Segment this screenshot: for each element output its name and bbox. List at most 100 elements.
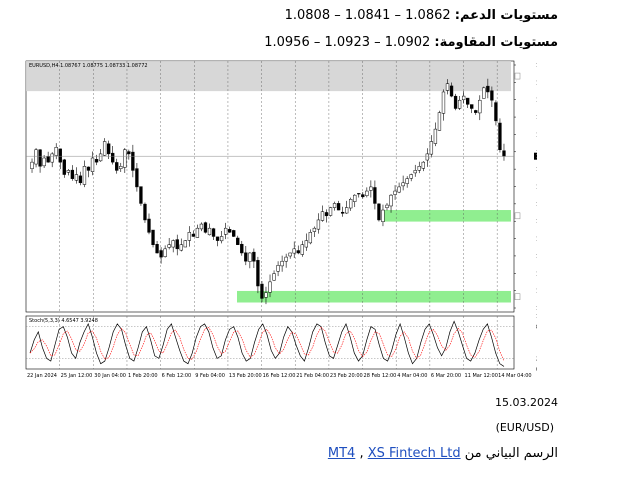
candle	[377, 203, 381, 222]
candle-body	[336, 203, 341, 211]
candle-body	[470, 104, 474, 109]
candle-body	[405, 178, 409, 184]
candle-body	[203, 222, 208, 233]
candle	[381, 204, 385, 227]
candle-body	[361, 194, 365, 198]
candle-body	[219, 236, 224, 242]
candle-body	[365, 190, 369, 196]
candle	[272, 270, 276, 281]
candle-body	[482, 87, 486, 99]
zone-marker-2	[514, 293, 521, 300]
candle	[159, 247, 163, 264]
candle	[74, 167, 79, 184]
candle	[115, 158, 119, 174]
x-tick-label: 9 Feb 04:00	[195, 373, 225, 379]
candle-body	[256, 260, 260, 287]
candle-body	[94, 159, 99, 163]
candle-body	[429, 141, 434, 155]
candle	[34, 147, 38, 168]
y-tick-label: 1.07320	[536, 271, 537, 277]
stoch-pane-frame	[25, 315, 515, 370]
candle-body	[98, 153, 103, 162]
candle	[119, 162, 123, 172]
currency-pair: (EUR/USD)	[495, 421, 554, 434]
candle-body	[102, 141, 107, 156]
candle-body	[147, 218, 151, 233]
candle-body	[397, 186, 401, 193]
zone-marker-1	[514, 212, 521, 220]
candle-body	[461, 95, 466, 101]
candle	[223, 222, 228, 240]
candle-body	[316, 219, 321, 230]
current-price-box	[534, 152, 537, 160]
price-pane-frame	[25, 60, 515, 313]
candle	[183, 239, 187, 248]
candle-body	[252, 251, 256, 262]
x-tick-label: 6 Mar 20:00	[431, 373, 461, 379]
candle	[369, 180, 373, 198]
stoch-y-tick-label: 80	[536, 325, 537, 331]
mt4-link[interactable]: MT4	[327, 446, 356, 461]
candle	[457, 95, 462, 110]
candle-body	[449, 85, 454, 97]
candle-body	[466, 97, 470, 105]
candle	[86, 166, 91, 178]
x-tick-label: 14 Mar 04:00	[498, 373, 531, 379]
candle	[215, 236, 220, 247]
candle-body	[308, 232, 313, 244]
candle	[191, 230, 196, 237]
candle-body	[195, 227, 200, 238]
candle	[433, 122, 438, 147]
candle	[357, 193, 361, 198]
candle	[296, 245, 300, 255]
candle	[260, 280, 264, 303]
candle-body	[199, 223, 204, 230]
candle	[219, 230, 224, 244]
candle	[300, 240, 304, 257]
candle-body	[187, 232, 192, 241]
candle-body	[474, 110, 478, 113]
candle-body	[106, 143, 111, 155]
candle-body	[70, 169, 75, 179]
xs-fintech-link[interactable]: XS Fintech Ltd	[367, 446, 461, 461]
candle	[50, 152, 54, 168]
candle	[494, 100, 498, 126]
candle-body	[66, 170, 70, 173]
y-tick-label: 1.08185	[536, 202, 537, 208]
candle	[187, 226, 192, 247]
x-tick-label: 11 Mar 12:00	[465, 373, 498, 379]
candle	[175, 234, 179, 256]
candle	[445, 79, 450, 95]
y-tick-label: 1.07750	[536, 237, 537, 243]
candle-body	[272, 273, 276, 281]
candle	[413, 164, 417, 177]
candle	[30, 158, 34, 173]
candle-body	[236, 237, 240, 245]
candle	[280, 255, 284, 272]
resistance-values: 1.0902 – 1.0923 – 1.0956	[264, 35, 431, 50]
candle-body	[486, 85, 490, 93]
candle-body	[478, 99, 482, 114]
candle	[336, 200, 341, 211]
candle	[211, 227, 216, 241]
candle	[373, 180, 377, 210]
candle	[127, 149, 131, 160]
candle	[498, 118, 502, 153]
stoch-y-tick-label: 20	[536, 356, 537, 362]
candle-body	[385, 204, 389, 208]
candle-body	[349, 199, 353, 209]
candle	[320, 205, 325, 222]
price-chart: 1.099251.097051.094901.092701.090551.088…	[24, 59, 537, 383]
candle	[453, 93, 458, 111]
candle-body	[167, 244, 171, 248]
candle-body	[377, 203, 381, 221]
candle	[163, 245, 167, 258]
zone-support-1	[383, 210, 511, 222]
candle-body	[58, 148, 62, 163]
candle-body	[211, 228, 216, 237]
candle-body	[86, 166, 91, 171]
candle-body	[490, 90, 494, 101]
candle-body	[312, 227, 317, 232]
report-date: 15.03.2024	[495, 396, 558, 409]
candle-body	[369, 186, 373, 191]
